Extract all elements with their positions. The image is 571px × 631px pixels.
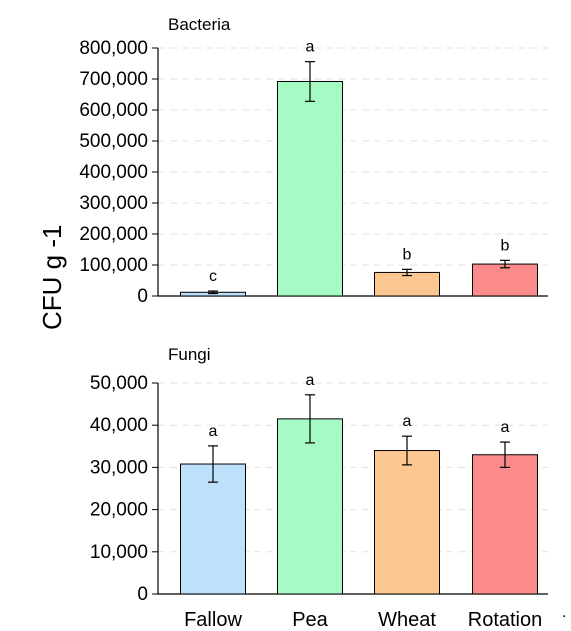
- y-tick-label: 50,000: [90, 373, 148, 394]
- bar-rotation: [472, 263, 538, 297]
- trailing-mark: .: [562, 604, 567, 621]
- y-tick-label: 700,000: [79, 69, 148, 90]
- significance-letter: a: [403, 413, 412, 430]
- significance-letter: b: [501, 237, 510, 254]
- significance-letter: a: [306, 39, 315, 56]
- x-tick-label: Wheat: [378, 609, 436, 631]
- significance-letter: a: [306, 372, 315, 389]
- y-tick-label: 400,000: [79, 162, 148, 183]
- significance-letter: b: [403, 246, 412, 263]
- y-tick-label: 20,000: [90, 500, 148, 521]
- y-tick-label: 0: [137, 286, 148, 307]
- y-tick-label: 200,000: [79, 224, 148, 245]
- bar-pea: [277, 418, 343, 595]
- significance-letter: c: [209, 268, 217, 285]
- y-axis-label: CFU g -1: [37, 224, 67, 330]
- y-tick-label: 10,000: [90, 542, 148, 563]
- y-tick-label: 800,000: [79, 38, 148, 59]
- fungi-panel: Fungi 0 10,000 20,000 30,000 40,000 50,000 a Fal…: [90, 345, 548, 631]
- x-tick-label: Fallow: [184, 609, 242, 631]
- panel-title: Fungi: [168, 345, 211, 364]
- x-tick-label: Rotation: [468, 609, 543, 631]
- y-tick-label: 100,000: [79, 255, 148, 276]
- bacteria-panel: Bacteria 0 100,000 200,000 300,000 400,000 500…: [79, 15, 548, 307]
- y-tick-label: 600,000: [79, 100, 148, 121]
- panel-title: Bacteria: [168, 15, 231, 34]
- significance-letter: a: [501, 419, 510, 436]
- bar-wheat: [374, 450, 440, 595]
- x-tick-label: Pea: [292, 609, 328, 631]
- y-tick-label: 500,000: [79, 131, 148, 152]
- y-tick-label: 300,000: [79, 193, 148, 214]
- bar-pea: [277, 80, 343, 297]
- bar-rotation: [472, 454, 538, 595]
- significance-letter: a: [209, 423, 218, 440]
- y-tick-label: 30,000: [90, 457, 148, 478]
- y-tick-label: 40,000: [90, 415, 148, 436]
- bar-fallow: [180, 463, 246, 595]
- y-tick-label: 0: [137, 584, 148, 605]
